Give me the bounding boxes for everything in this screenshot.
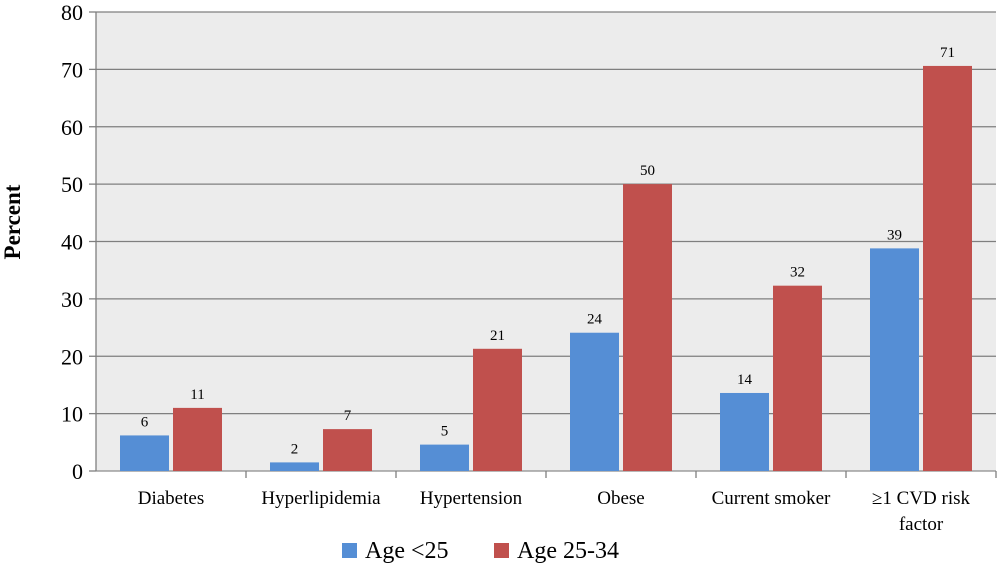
legend-swatch — [342, 543, 357, 558]
y-tick-label: 60 — [61, 115, 83, 140]
data-label: 2 — [291, 441, 299, 457]
bar-age-25-34 — [473, 348, 522, 471]
data-labels: 6 11 2 7 5 21 24 50 14 32 39 71 — [141, 45, 955, 457]
y-tick-label: 20 — [61, 344, 83, 369]
legend: Age <25 Age 25-34 — [342, 538, 619, 564]
data-label: 11 — [190, 387, 204, 403]
data-label: 6 — [141, 414, 149, 430]
bar-age-25-34 — [923, 65, 972, 472]
bar-age-under-25 — [570, 332, 619, 471]
y-axis-title: Percent — [0, 184, 25, 259]
data-label: 5 — [441, 424, 449, 440]
data-label: 24 — [587, 312, 603, 328]
x-category-label: Hypertension — [420, 488, 523, 509]
x-category-label: factor — [899, 514, 944, 535]
data-label: 32 — [790, 265, 805, 281]
bar-age-25-34 — [773, 285, 822, 471]
x-category-label: Hyperlipidemia — [261, 488, 381, 509]
x-category-label: Diabetes — [138, 488, 204, 509]
data-label: 50 — [640, 163, 655, 179]
bar-age-under-25 — [120, 435, 169, 471]
data-label: 14 — [737, 372, 753, 388]
bar-age-under-25 — [870, 248, 919, 471]
legend-swatch — [494, 543, 509, 558]
y-tick-label: 30 — [61, 287, 83, 312]
bar-age-25-34 — [173, 407, 222, 471]
legend-label: Age <25 — [365, 538, 449, 564]
x-category-label: Current smoker — [712, 488, 831, 509]
bar-age-under-25 — [720, 392, 769, 471]
data-label: 21 — [490, 328, 505, 344]
y-axis-ticks: 0 10 20 30 40 50 60 70 80 — [61, 0, 97, 484]
data-label: 71 — [940, 45, 955, 61]
data-label: 7 — [344, 408, 352, 424]
bar-age-under-25 — [420, 444, 469, 471]
x-axis-labels: Diabetes Hyperlipidemia Hypertension Obese C… — [138, 471, 997, 535]
x-category-label: ≥1 CVD risk — [872, 488, 971, 509]
y-tick-label: 80 — [61, 0, 83, 25]
data-label: 39 — [887, 227, 902, 243]
bar-age-under-25 — [270, 462, 319, 471]
legend-label: Age 25-34 — [517, 538, 619, 564]
y-tick-label: 70 — [61, 57, 83, 82]
bar-age-25-34 — [323, 429, 372, 471]
y-tick-label: 40 — [61, 230, 83, 255]
y-tick-label: 50 — [61, 172, 83, 197]
bars — [120, 65, 972, 472]
bar-age-25-34 — [623, 184, 672, 471]
y-tick-label: 10 — [61, 402, 83, 427]
y-tick-label: 0 — [72, 459, 83, 484]
x-category-label: Obese — [597, 488, 644, 509]
